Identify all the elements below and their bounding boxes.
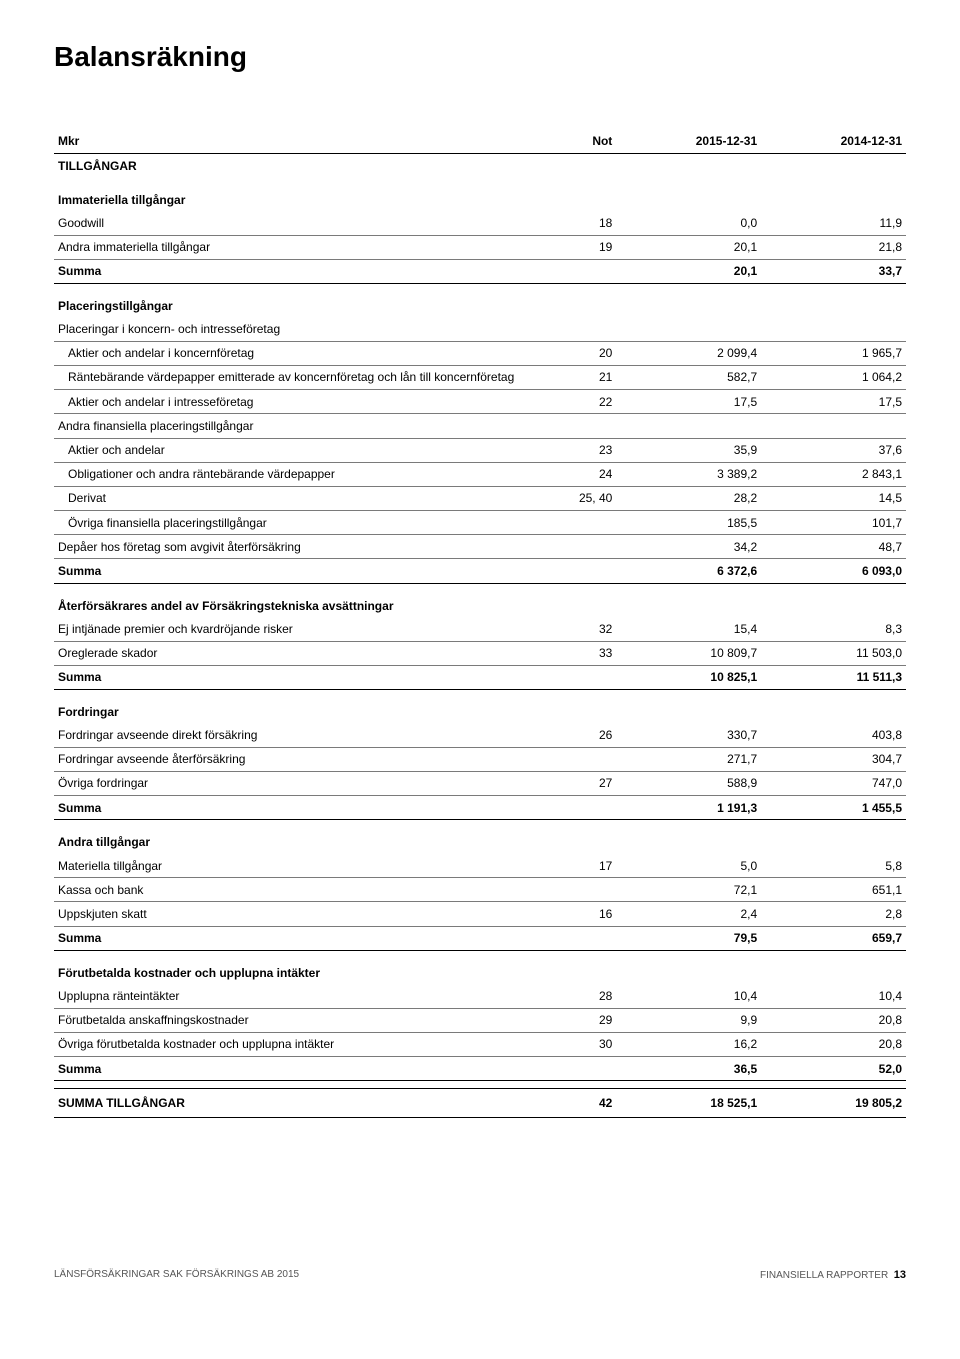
- balance-sheet-table: Mkr Not 2015-12-31 2014-12-31 TILLGÅNGAR…: [54, 130, 906, 1119]
- hdr-not: Not: [531, 130, 616, 154]
- subsection-row: Andra finansiella placeringstillgångar: [54, 414, 906, 438]
- table-row: Övriga förutbetalda kostnader och upplup…: [54, 1032, 906, 1056]
- table-row: Obligationer och andra räntebärande värd…: [54, 462, 906, 486]
- page-title: Balansräkning: [54, 38, 906, 76]
- table-header: Mkr Not 2015-12-31 2014-12-31: [54, 130, 906, 154]
- table-row: Aktier och andelar i intresseföretag 22 …: [54, 390, 906, 414]
- table-row: Materiella tillgångar 17 5,0 5,8: [54, 854, 906, 878]
- hdr-mkr: Mkr: [54, 130, 531, 154]
- hdr-col2: 2014-12-31: [761, 130, 906, 154]
- sum-row: Summa 20,1 33,7: [54, 259, 906, 283]
- sum-row: Summa 6 372,6 6 093,0: [54, 559, 906, 583]
- table-row: Förutbetalda anskaffningskostnader 29 9,…: [54, 1008, 906, 1032]
- table-row: Övriga fordringar 27 588,9 747,0: [54, 771, 906, 795]
- table-row: Aktier och andelar i koncernföretag 20 2…: [54, 341, 906, 365]
- table-row: Depåer hos företag som avgivit återförsä…: [54, 535, 906, 559]
- table-row: Aktier och andelar 23 35,9 37,6: [54, 438, 906, 462]
- table-row: Fordringar avseende direkt försäkring 26…: [54, 724, 906, 748]
- table-row: Upplupna ränteintäkter 28 10,4 10,4: [54, 984, 906, 1008]
- table-row: Andra immateriella tillgångar 19 20,1 21…: [54, 235, 906, 259]
- sec-reins-head: Återförsäkrares andel av Försäkringstekn…: [54, 583, 906, 617]
- sum-row: Summa 10 825,1 11 511,3: [54, 665, 906, 689]
- sec-intangible-head: Immateriella tillgångar: [54, 178, 906, 212]
- sum-row: Summa 79,5 659,7: [54, 926, 906, 950]
- table-row: Uppskjuten skatt 16 2,4 2,8: [54, 902, 906, 926]
- table-row: Derivat 25, 40 28,2 14,5: [54, 486, 906, 510]
- subsection-row: Placeringar i koncern- och intresseföret…: [54, 318, 906, 342]
- footer-left: LÄNSFÖRSÄKRINGAR SAK FÖRSÄKRINGS AB 2015: [54, 1268, 299, 1283]
- page-footer: LÄNSFÖRSÄKRINGAR SAK FÖRSÄKRINGS AB 2015…: [54, 1268, 906, 1283]
- assets-caps: TILLGÅNGAR: [54, 153, 906, 177]
- sec-investments-head: Placeringstillgångar: [54, 283, 906, 317]
- sec-receivables-head: Fordringar: [54, 689, 906, 723]
- sec-prepaid-head: Förutbetalda kostnader och upplupna intä…: [54, 950, 906, 984]
- hdr-col1: 2015-12-31: [616, 130, 761, 154]
- sec-other-assets-head: Andra tillgångar: [54, 820, 906, 854]
- sum-row: Summa 36,5 52,0: [54, 1057, 906, 1081]
- table-row: Räntebärande värdepapper emitterade av k…: [54, 365, 906, 389]
- table-row: Övriga finansiella placeringstillgångar …: [54, 511, 906, 535]
- footer-right: FINANSIELLA RAPPORTER 13: [760, 1268, 906, 1283]
- table-row: Goodwill 18 0,0 11,9: [54, 211, 906, 235]
- spacer: [54, 1081, 906, 1089]
- table-row: Kassa och bank 72,1 651,1: [54, 878, 906, 902]
- table-row: Ej intjänade premier och kvardröjande ri…: [54, 617, 906, 641]
- grand-total-row: SUMMA TILLGÅNGAR 42 18 525,1 19 805,2: [54, 1089, 906, 1118]
- table-row: Oreglerade skador 33 10 809,7 11 503,0: [54, 641, 906, 665]
- sum-row: Summa 1 191,3 1 455,5: [54, 796, 906, 820]
- table-row: Fordringar avseende återförsäkring 271,7…: [54, 747, 906, 771]
- assets-caps-label: TILLGÅNGAR: [54, 153, 906, 177]
